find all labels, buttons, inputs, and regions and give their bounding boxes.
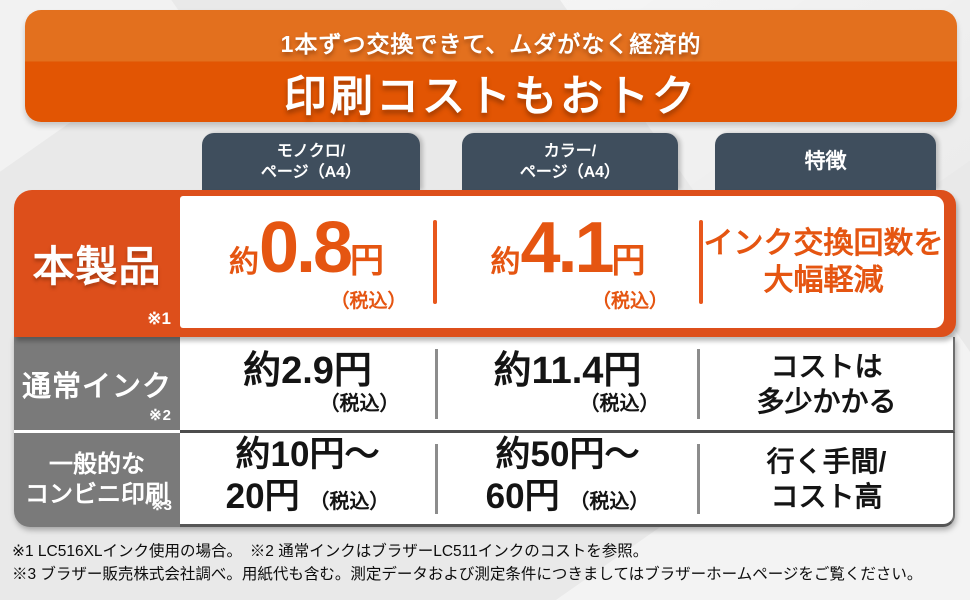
- price-prefix: 約: [228, 245, 259, 279]
- price-value-line2: 20円 （税込）: [225, 477, 390, 516]
- price-value: 4.1: [520, 207, 614, 288]
- comparison-rows: 通常インク ※2 約2.9円 （税込） 約11.4円 （税込）: [14, 337, 955, 527]
- cell-normal-color-cost: 約11.4円 （税込）: [438, 349, 697, 416]
- feature-text-line: 多少かかる: [756, 385, 897, 417]
- row-label-text: コンビニ印刷: [25, 481, 169, 508]
- tax-note: （税込）: [330, 290, 407, 312]
- feature-text-line: コストは: [770, 350, 883, 382]
- column-header-line: 特徴: [804, 150, 847, 173]
- row-label-normal-ink: 通常インク ※2: [14, 337, 180, 433]
- price-value: 約50円〜: [495, 435, 640, 474]
- price-unit: 円: [350, 241, 385, 280]
- row-label-text: 通常インク: [21, 370, 172, 403]
- tax-note: （税込）: [319, 393, 400, 416]
- note-reference: ※1: [147, 309, 171, 328]
- column-divider: [433, 220, 437, 304]
- tax-note: （税込）: [309, 491, 390, 513]
- row-label-text: 本製品: [32, 243, 162, 290]
- tax-note: （税込）: [579, 393, 660, 416]
- column-divider: [697, 348, 700, 419]
- cell-product-color-cost: 約 4.1 円 （税込）: [437, 212, 699, 313]
- tax-note: （税込）: [591, 290, 668, 312]
- footnote-line: ※3 ブラザー販売株式会社調べ。用紙代も含む。測定データおよび測定条件につきまし…: [12, 566, 923, 583]
- cell-convenience-color-cost: 約50円〜 60円 （税込）: [438, 434, 697, 523]
- column-header-line: ページ（A4）: [260, 163, 362, 181]
- table-row-convenience-print: 一般的な コンビニ印刷 ※3 約10円〜 20円 （税込） 約50円〜 60円 …: [14, 433, 955, 527]
- column-header-feature: 特徴: [715, 133, 936, 190]
- price-unit: 円: [611, 241, 646, 280]
- price-value: 約11.4円: [493, 349, 642, 392]
- cell-convenience-feature: 行く手間/ コスト高: [700, 444, 953, 514]
- banner-title: 印刷コストもおトク: [284, 73, 698, 121]
- price-value: 0.8: [258, 207, 353, 288]
- cell-product-feature: インク交換回数を 大幅軽減: [703, 225, 944, 299]
- table-row-normal-ink: 通常インク ※2 約2.9円 （税込） 約11.4円 （税込）: [14, 337, 955, 433]
- feature-text-line: インク交換回数を: [703, 227, 944, 260]
- banner-subtitle: 1本ずつ交換できて、ムダがなく経済的: [280, 31, 702, 57]
- footnote-line: ※1 LC516XLインク使用の場合。 ※2 通常インクはブラザーLC511イン…: [12, 543, 649, 560]
- footnotes: ※1 LC516XLインク使用の場合。 ※2 通常インクはブラザーLC511イン…: [12, 540, 922, 586]
- note-reference: ※2: [149, 407, 172, 424]
- cell-normal-feature: コストは 多少かかる: [700, 349, 953, 419]
- feature-text-line: 大幅軽減: [763, 264, 884, 297]
- cell-normal-mono-cost: 約2.9円 （税込）: [180, 349, 435, 416]
- column-header-line: ページ（A4）: [519, 163, 621, 181]
- header-banner: 1本ずつ交換できて、ムダがなく経済的 印刷コストもおトク: [25, 10, 957, 122]
- price-value-line2: 60円 （税込）: [485, 477, 650, 516]
- column-header-line: カラー/: [543, 142, 597, 160]
- product-row-content: 約 0.8 円 （税込） 約 4.1 円 （税込） インク交換回数を 大幅軽減: [180, 196, 944, 328]
- row-label-product: 本製品 ※1: [14, 190, 180, 337]
- feature-text-line: コスト高: [770, 480, 883, 512]
- note-reference: ※3: [151, 497, 172, 514]
- column-header-line: モノクロ/: [276, 142, 346, 160]
- normal-ink-row-content: 約2.9円 （税込） 約11.4円 （税込） コストは 多少かかる: [180, 337, 955, 433]
- cell-convenience-mono-cost: 約10円〜 20円 （税込）: [180, 434, 435, 523]
- column-header-color: カラー/ ページ（A4）: [462, 133, 678, 190]
- price-prefix: 約: [490, 245, 521, 279]
- column-divider: [435, 348, 438, 419]
- cell-product-mono-cost: 約 0.8 円 （税込）: [180, 212, 433, 313]
- column-header-monochrome: モノクロ/ ページ（A4）: [202, 133, 420, 190]
- tax-note: （税込）: [569, 491, 650, 513]
- price-value: 約10円〜: [235, 435, 380, 474]
- column-divider: [697, 443, 700, 514]
- feature-text-line: 行く手間/: [766, 445, 887, 477]
- convenience-row-content: 約10円〜 20円 （税込） 約50円〜 60円 （税込） 行く手間/ コスト高: [180, 433, 955, 527]
- row-label-text: 一般的な: [49, 451, 145, 478]
- column-divider: [435, 443, 438, 514]
- row-label-convenience: 一般的な コンビニ印刷 ※3: [14, 433, 180, 527]
- price-value: 約2.9円: [243, 349, 372, 392]
- table-row-product: 本製品 ※1 約 0.8 円 （税込） 約 4.1 円 （税込）: [14, 190, 956, 337]
